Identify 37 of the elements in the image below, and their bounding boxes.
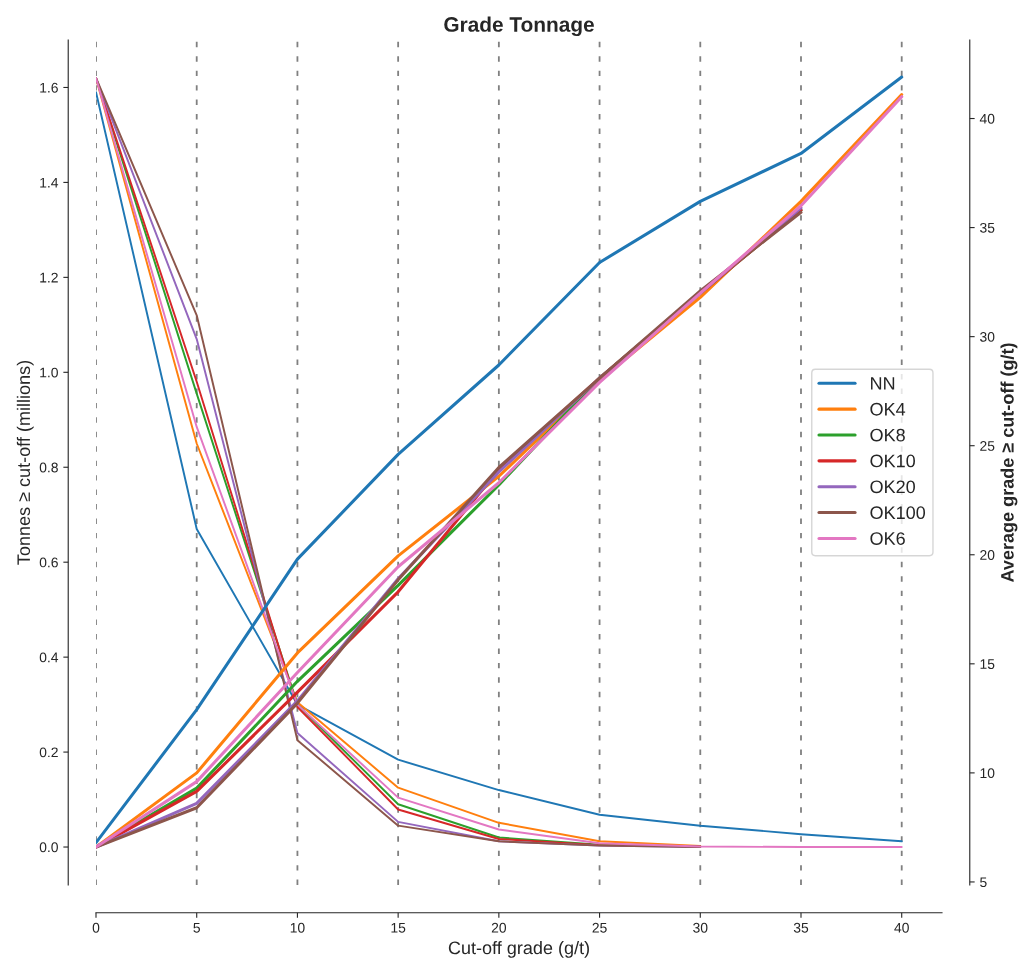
y-tick-label: 1.4	[40, 177, 59, 188]
y2-tick-label: 35	[980, 222, 995, 233]
y-axis-title: Tonnes ≥ cut-off (millions)	[16, 360, 34, 565]
legend-label: OK100	[870, 506, 926, 520]
x-tick-label: 10	[290, 922, 305, 933]
y2-tick-label: 30	[980, 331, 995, 342]
x-axis-title: Cut-off grade (g/t)	[448, 941, 589, 958]
x-tick-label: 20	[491, 922, 507, 933]
legend-label: OK4	[870, 402, 906, 416]
legend-label: OK6	[870, 532, 905, 545]
y2-tick-label: 5	[980, 877, 987, 888]
x-tick-label: 30	[693, 922, 708, 933]
y-tick-label: 0.0	[39, 842, 58, 853]
x-tick-label: 5	[193, 923, 200, 933]
legend-label: OK8	[870, 428, 905, 442]
x-tick-label: 0	[92, 922, 100, 933]
chart-title: Grade Tonnage	[444, 16, 594, 37]
y-tick-label: 0.4	[39, 652, 59, 663]
y-tick-label: 1.6	[40, 82, 58, 93]
y2-tick-label: 20	[980, 550, 995, 560]
legend-label: OK10	[870, 454, 915, 468]
y-tick-label: 1.0	[40, 367, 58, 378]
x-tick-label: 25	[592, 922, 607, 933]
x-tick-label: 40	[894, 922, 909, 933]
x-tick-label: 35	[793, 922, 809, 933]
legend-label: NN	[871, 377, 895, 390]
x-tick-label: 15	[391, 923, 406, 933]
y2-tick-label: 40	[979, 113, 995, 124]
y-tick-label: 1.2	[40, 272, 58, 283]
y-tick-label: 0.8	[39, 462, 58, 473]
y2-tick-label: 10	[980, 768, 995, 779]
legend-label: OK20	[870, 480, 915, 494]
y2-axis-title: Average grade ≥ cut-off (g/t)	[1000, 343, 1018, 583]
y2-tick-label: 15	[980, 659, 995, 669]
y-tick-label: 0.2	[39, 747, 58, 758]
y-tick-label: 0.6	[39, 557, 58, 568]
y2-tick-label: 25	[980, 441, 995, 451]
